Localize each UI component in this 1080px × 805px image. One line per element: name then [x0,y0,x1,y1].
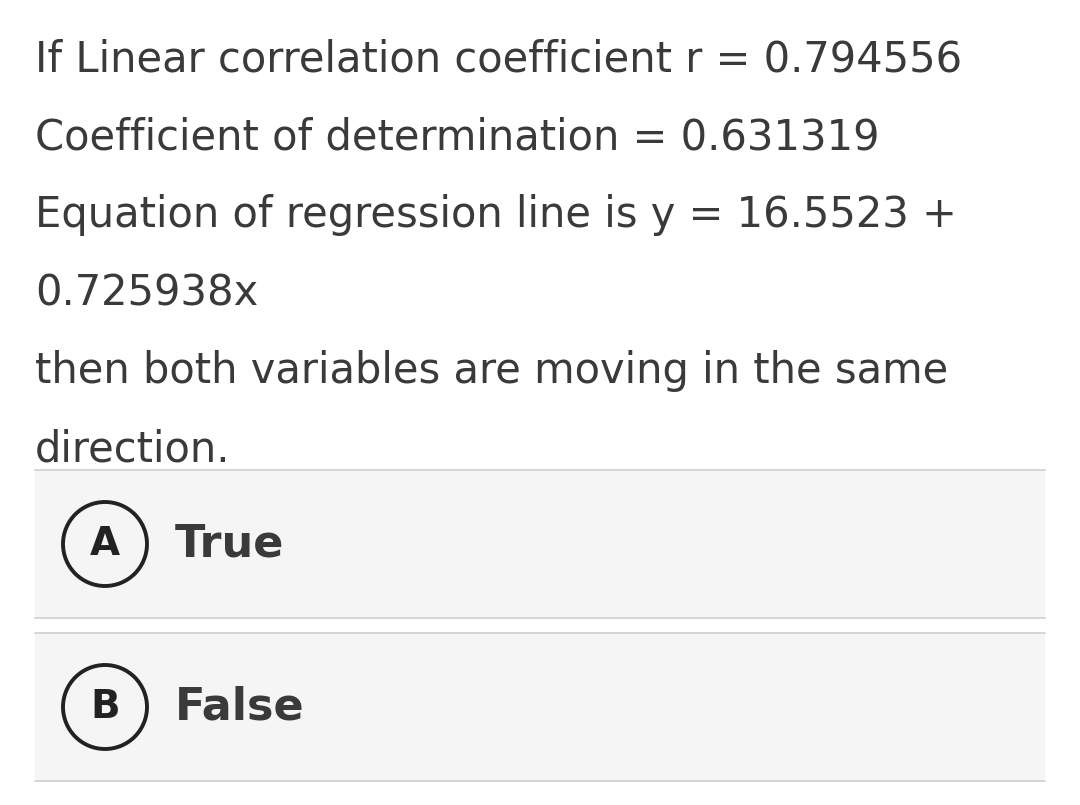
Text: then both variables are moving in the same: then both variables are moving in the sa… [35,350,948,392]
Text: Coefficient of determination = 0.631319: Coefficient of determination = 0.631319 [35,116,879,158]
Text: If Linear correlation coefficient r = 0.794556: If Linear correlation coefficient r = 0.… [35,38,962,80]
Text: A: A [90,525,120,563]
Text: Equation of regression line is y = 16.5523 +: Equation of regression line is y = 16.55… [35,194,957,236]
FancyBboxPatch shape [35,633,1045,781]
Text: direction.: direction. [35,428,230,470]
Text: 0.725938x: 0.725938x [35,272,258,314]
Text: B: B [91,688,120,726]
Text: True: True [175,522,284,565]
Text: False: False [175,686,305,729]
FancyBboxPatch shape [35,470,1045,618]
